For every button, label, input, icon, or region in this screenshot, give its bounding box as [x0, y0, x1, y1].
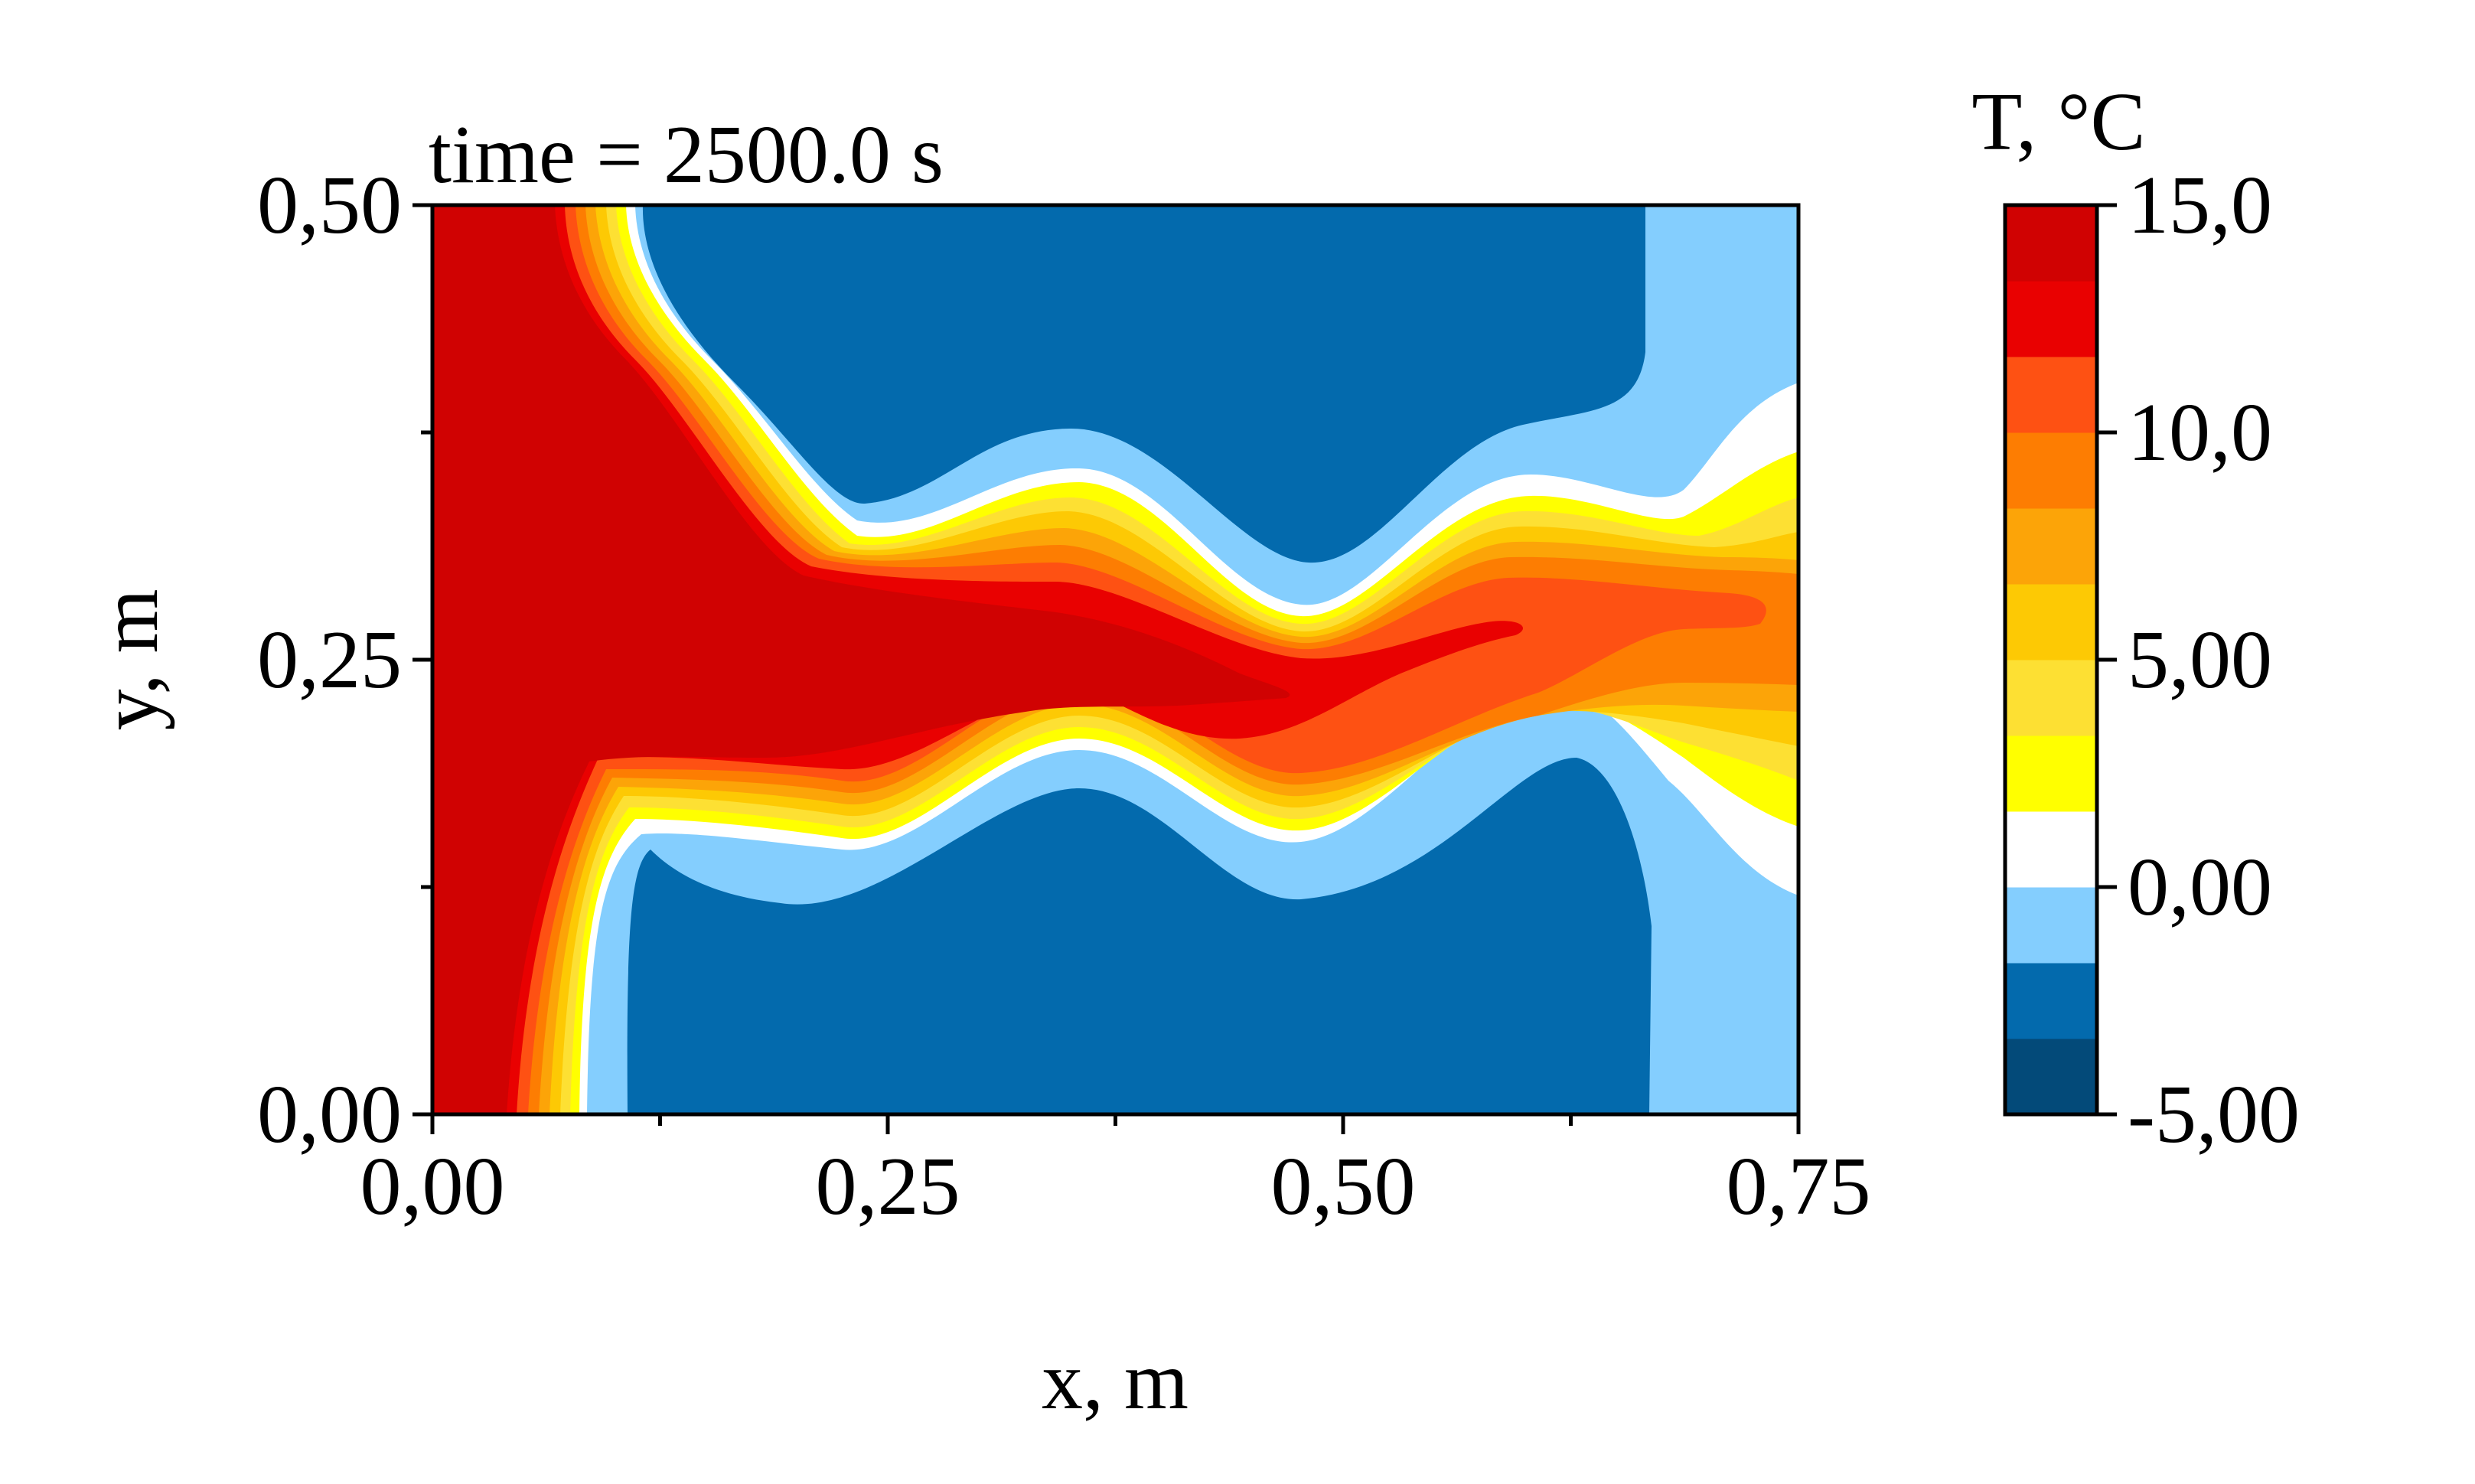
x-tick-label: 0,75 — [1727, 1141, 1871, 1232]
x-tick-label: 0,25 — [816, 1141, 960, 1232]
colorbar-band — [2005, 660, 2097, 736]
x-axis: 0,00 0,25 0,50 0,75 — [360, 1114, 1871, 1232]
x-axis-label: x, m — [1042, 1336, 1189, 1427]
colorbar-band — [2005, 356, 2097, 433]
colorbar-band — [2005, 205, 2097, 282]
band-dark-blue-top — [642, 205, 1645, 563]
colorbar-tick-label: 0,00 — [2128, 842, 2272, 933]
y-tick-label: 0,00 — [257, 1069, 402, 1160]
colorbar-tick-label: -5,00 — [2128, 1069, 2300, 1160]
colorbar-band — [2005, 281, 2097, 357]
chart-title: time = 2500.0 s — [429, 109, 944, 201]
colorbar-band — [2005, 963, 2097, 1039]
y-axis: 0,00 0,25 0,50 — [257, 160, 432, 1160]
colorbar-tick-label: 15,0 — [2128, 160, 2272, 251]
colorbar-band — [2005, 887, 2097, 964]
colorbar-band — [2005, 432, 2097, 509]
colorbar-band — [2005, 810, 2097, 888]
y-axis-label: y, m — [84, 589, 175, 731]
band-dark-red — [432, 205, 1290, 1114]
colorbar-band — [2005, 1038, 2097, 1115]
x-tick-label: 0,50 — [1271, 1141, 1416, 1232]
colorbar-band — [2005, 583, 2097, 660]
colorbar-title: T, °C — [1971, 77, 2145, 168]
temperature-contour-field — [432, 205, 1798, 1114]
colorbar-band — [2005, 735, 2097, 812]
y-tick-label: 0,50 — [257, 160, 402, 251]
colorbar-tick-label: 10,0 — [2128, 387, 2272, 478]
band-dark-blue-bottom — [627, 758, 1652, 1114]
colorbar: 15,0 10,0 5,00 0,00 -5,00 — [2003, 160, 2300, 1160]
colorbar-tick-label: 5,00 — [2128, 615, 2272, 706]
colorbar-band — [2005, 508, 2097, 585]
y-tick-label: 0,25 — [257, 615, 402, 706]
x-tick-label: 0,00 — [360, 1141, 505, 1232]
